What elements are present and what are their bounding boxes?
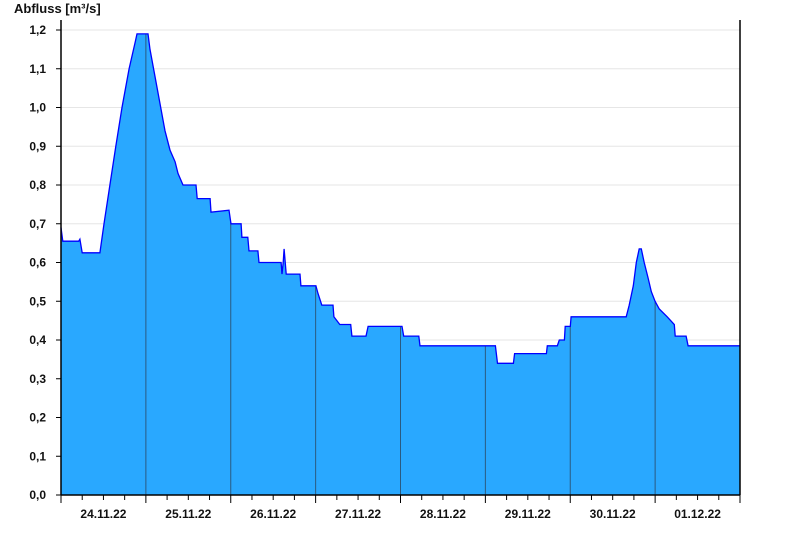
x-tick-label: 29.11.22 — [505, 507, 551, 521]
y-tick-label: 0,8 — [29, 178, 46, 192]
y-tick-label: 0,9 — [29, 139, 46, 153]
y-tick-label: 1,0 — [29, 101, 46, 115]
x-tick-label: 30.11.22 — [590, 507, 636, 521]
x-tick-label: 27.11.22 — [335, 507, 381, 521]
y-tick-label: 0,6 — [29, 256, 46, 270]
y-axis-title: Abfluss [m³/s] — [14, 1, 101, 16]
y-tick-label: 0,4 — [29, 333, 46, 347]
y-tick-label: 0,2 — [29, 411, 46, 425]
x-tick-label: 25.11.22 — [165, 507, 211, 521]
y-tick-label: 0,0 — [29, 488, 46, 502]
y-tick-label: 1,1 — [29, 62, 46, 76]
discharge-line — [60, 33, 740, 364]
y-tick-label: 1,2 — [29, 23, 46, 37]
y-tick-label: 0,1 — [29, 449, 46, 463]
y-tick-label: 0,3 — [29, 372, 46, 386]
x-tick-label: 26.11.22 — [250, 507, 296, 521]
x-tick-label: 01.12.22 — [674, 507, 721, 521]
x-tick-label: 28.11.22 — [420, 507, 466, 521]
y-tick-label: 0,7 — [29, 217, 46, 231]
y-tick-label: 0,5 — [29, 294, 46, 308]
x-tick-label: 24.11.22 — [80, 507, 126, 521]
